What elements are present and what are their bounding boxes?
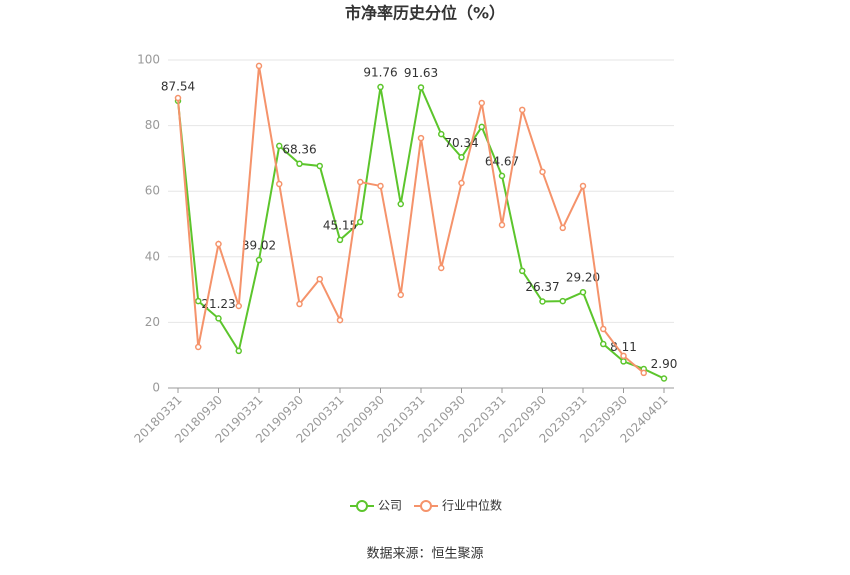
y-tick-label: 80 [145,118,160,132]
point [174,94,182,102]
point [235,302,242,310]
point [600,340,607,348]
point [600,325,607,333]
series-line [177,65,645,374]
data-label: 45.15 [323,218,357,232]
data-label: 39.02 [242,239,276,253]
series-line [177,83,665,380]
point [276,142,283,150]
point [519,106,526,114]
point [195,343,202,351]
point [377,83,384,91]
data-label: 91.76 [363,66,397,80]
point [357,218,364,226]
point [255,256,263,264]
point [397,291,404,299]
point [215,315,222,322]
point [438,130,445,138]
data-label: 29.20 [566,271,600,285]
point [215,240,222,248]
point [579,288,587,296]
data-label: 26.37 [525,280,559,294]
y-tick-label: 100 [137,53,160,67]
legend-marker [420,500,432,512]
y-tick-label: 20 [145,315,160,329]
legend-marker [356,500,368,512]
point [478,99,485,107]
data-label: 91.63 [404,66,438,80]
point [336,236,344,244]
point [498,172,506,180]
point [438,264,445,272]
point [458,179,465,187]
point [478,123,485,131]
legend-label[interactable]: 公司 [378,499,402,513]
data-label: 2.90 [651,357,678,371]
point [316,275,323,283]
point [498,221,506,229]
point [296,300,303,308]
point [377,182,384,190]
point [620,358,627,365]
legend-label[interactable]: 行业中位数 [442,498,502,513]
y-tick-label: 60 [145,184,160,198]
point [316,162,323,170]
point [195,297,202,305]
point [660,375,668,382]
point [458,154,465,161]
point [417,84,425,91]
source: 数据来源：恒生聚源 [366,547,483,562]
point [255,62,263,70]
chart-title: 市净率历史分位（%） [345,4,505,23]
point [620,352,627,360]
point [539,168,546,176]
point [276,180,283,188]
point [640,369,647,377]
point [357,178,364,186]
data-label: 21.23 [201,297,235,311]
y-tick-label: 40 [145,249,160,263]
point [296,160,303,168]
data-label: 8.11 [610,340,637,354]
point [559,224,566,232]
point [336,316,344,324]
point [539,298,546,305]
data-label: 64.67 [485,154,519,168]
point [397,200,404,208]
point [559,297,566,305]
data-label: 87.54 [161,79,195,93]
point [235,347,242,355]
data-label: 68.36 [282,142,316,156]
y-tick-label: 0 [152,381,160,395]
point [579,182,587,190]
point [417,134,425,142]
point [519,267,526,275]
